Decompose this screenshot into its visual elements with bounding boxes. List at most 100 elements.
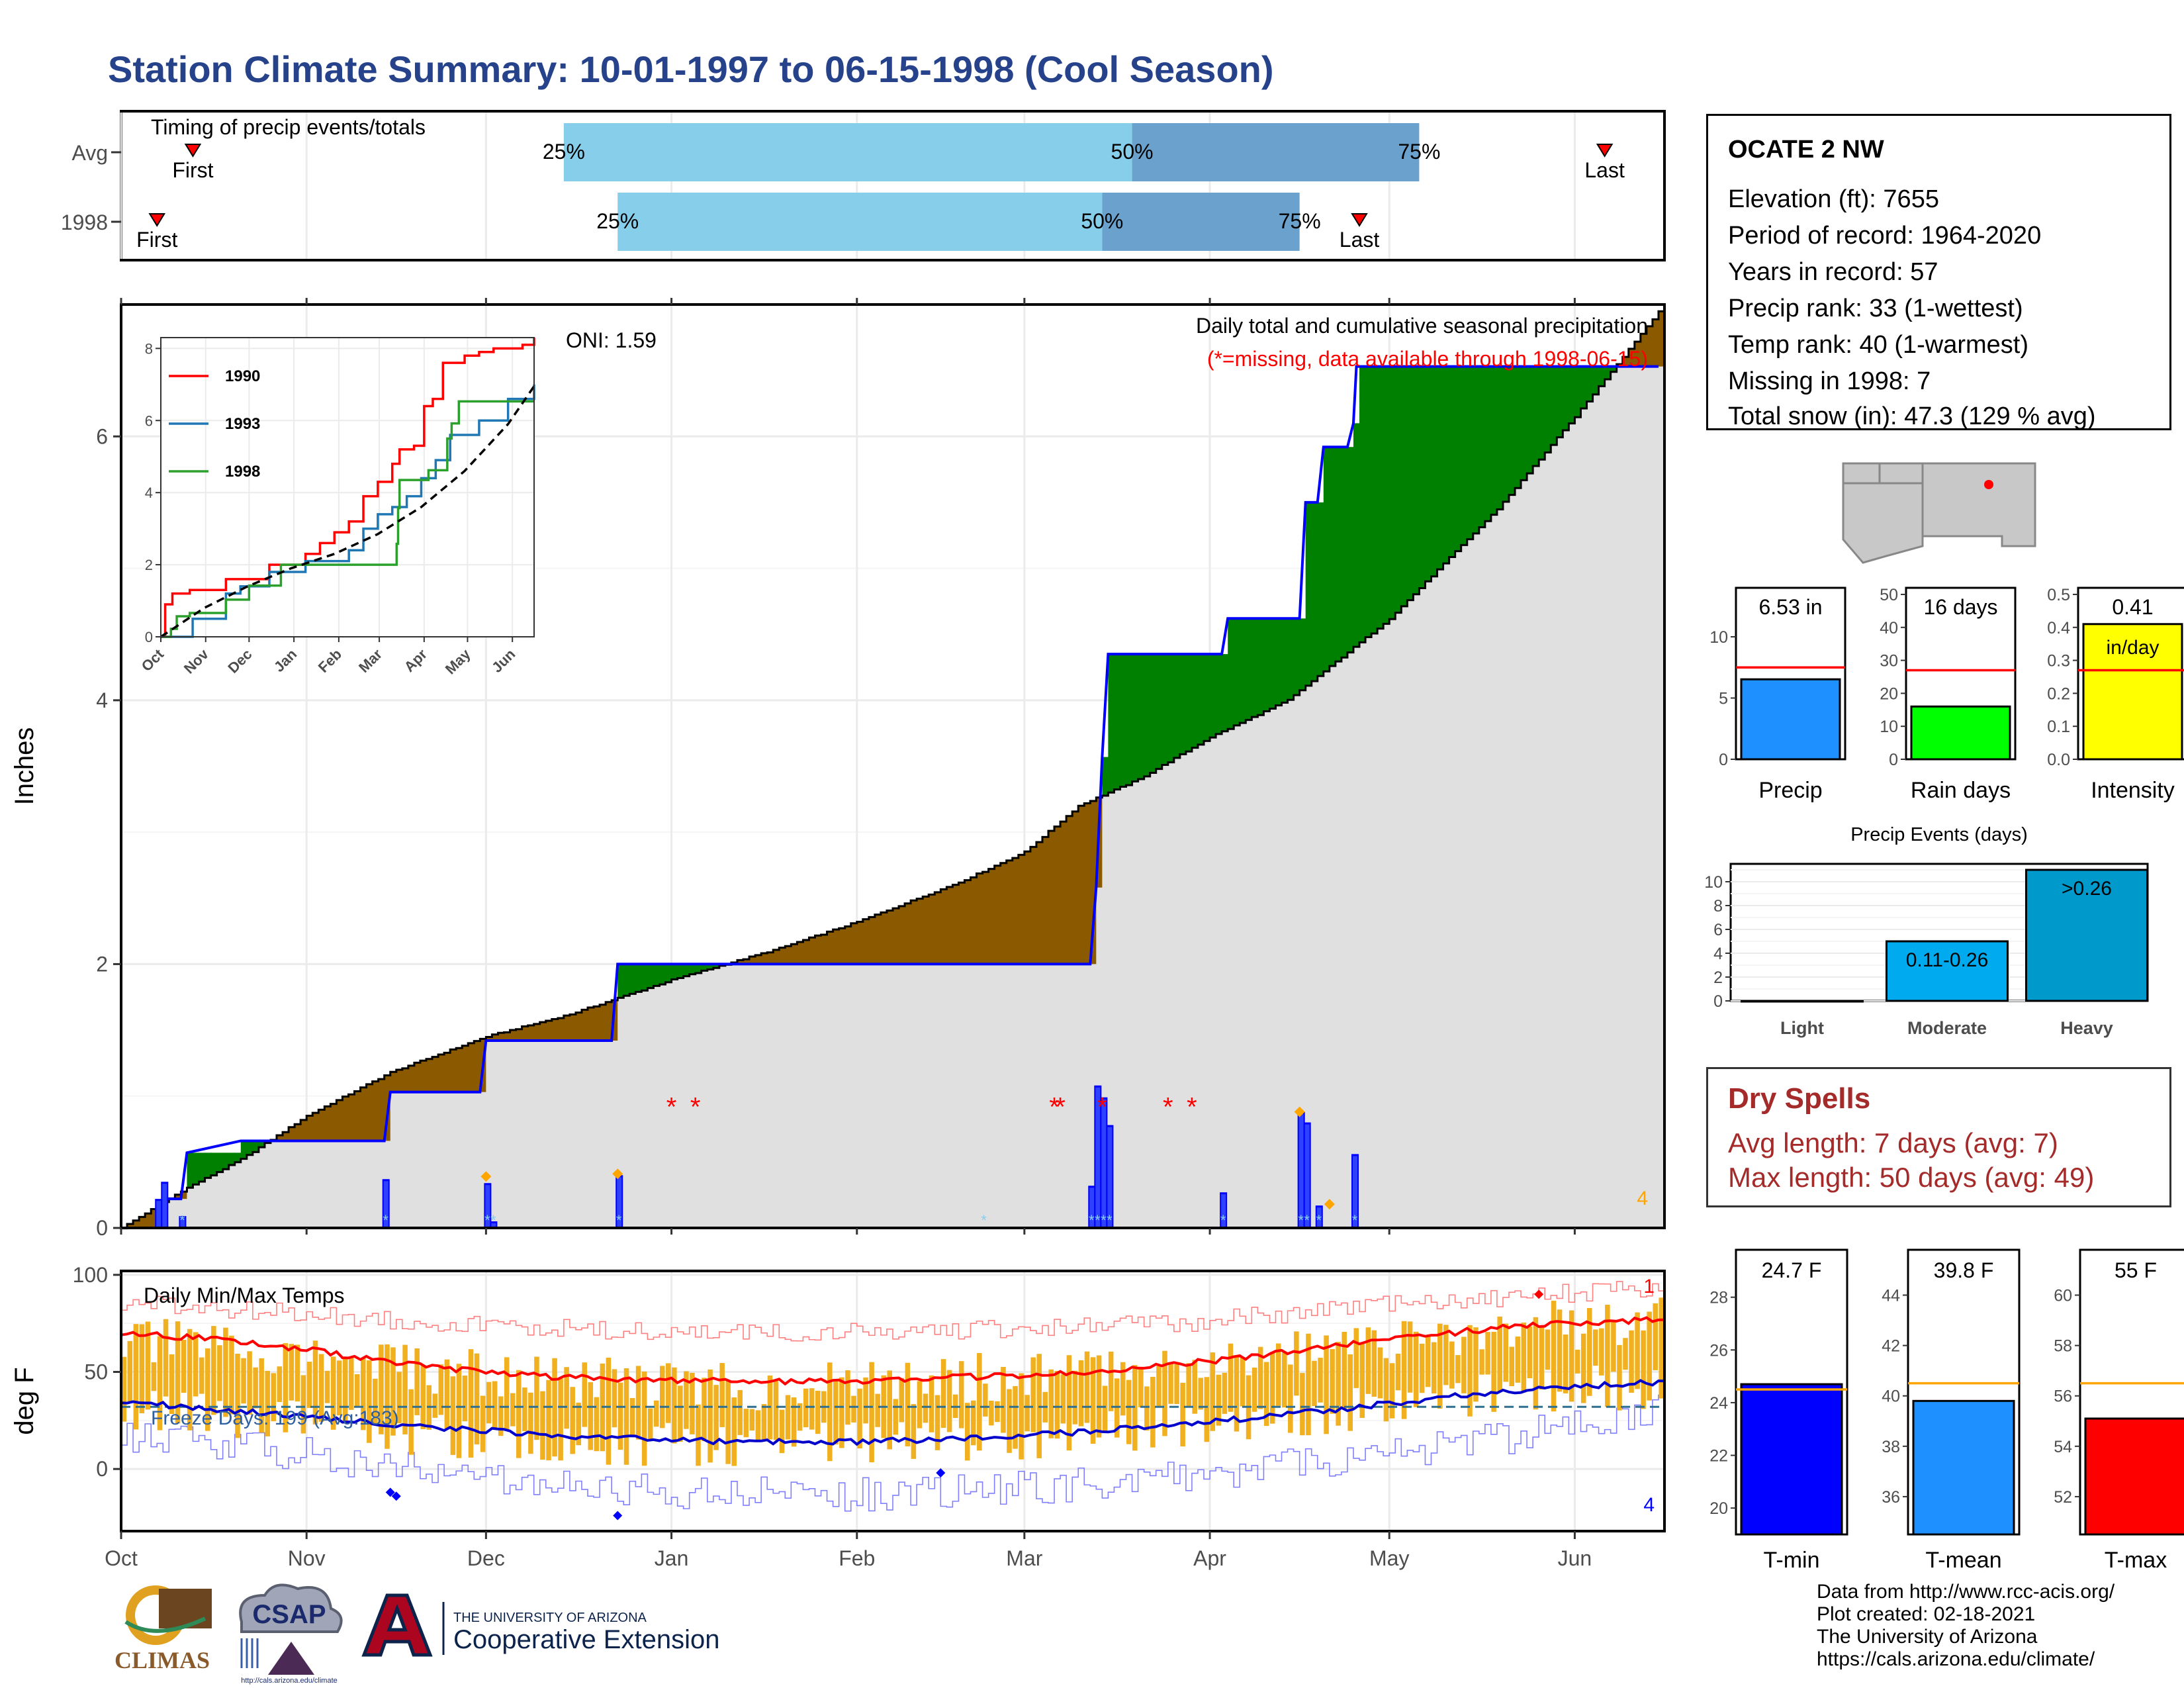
- surplus-area: [210, 1152, 218, 1176]
- inset-ytick-label: 0: [145, 629, 153, 645]
- daily-temp-bar: [1162, 1350, 1167, 1436]
- deficit-area: [390, 1072, 397, 1092]
- events-category-label: Heavy: [2060, 1018, 2113, 1038]
- summary-label: Rain days: [1911, 778, 2011, 803]
- daily-temp-bar: [1635, 1312, 1640, 1389]
- surplus-area: [1305, 502, 1312, 686]
- deficit-area: [1054, 826, 1061, 964]
- daily-temp-bar: [875, 1393, 880, 1427]
- daily-temp-bar: [815, 1391, 821, 1434]
- precip-baseline-fill: [545, 1041, 553, 1228]
- surplus-area: [689, 964, 696, 974]
- precip-baseline-fill: [821, 964, 828, 1228]
- precip-baseline-fill: [880, 964, 887, 1228]
- daily-temp-bar: [396, 1372, 402, 1423]
- snow-tick-icon: *: [1220, 1212, 1226, 1229]
- deficit-area: [779, 947, 786, 964]
- precip-ytick-label: 6: [96, 424, 108, 448]
- summary-bars: 6.53 in 0 5 10 Precip 16 days 0 10 20 30 40 50 Rain …: [1709, 586, 2184, 803]
- precip-baseline-fill: [348, 1141, 355, 1228]
- precip-baseline-fill: [964, 964, 972, 1228]
- surplus-area: [1120, 654, 1127, 787]
- daily-temp-bar: [1527, 1326, 1533, 1379]
- surplus-area: [713, 964, 720, 968]
- daily-temp-bar: [1114, 1378, 1120, 1438]
- deficit-area: [1084, 803, 1091, 964]
- deficit-area: [946, 886, 953, 964]
- daily-temp-bar: [647, 1408, 653, 1439]
- deficit-area: [767, 952, 774, 964]
- daily-temp-bar: [594, 1397, 600, 1452]
- deficit-area: [133, 1220, 140, 1228]
- daily-temp-bar: [540, 1391, 545, 1460]
- daily-temp-bar: [330, 1356, 336, 1430]
- deficit-area: [893, 908, 899, 964]
- surplus-area: [1311, 502, 1318, 681]
- timing-p25-label: 25%: [543, 140, 585, 164]
- events-bar: [1741, 1000, 1864, 1003]
- deficit-area: [880, 912, 887, 964]
- precip-baseline-fill: [1616, 366, 1623, 1228]
- summary-ytick-label: 10: [1709, 628, 1728, 647]
- temp-summary-ytick-label: 38: [1882, 1438, 1900, 1456]
- deficit-area: [139, 1217, 146, 1228]
- surplus-area: [1502, 366, 1510, 502]
- deficit-area: [749, 956, 756, 964]
- precip-baseline-fill: [1048, 964, 1055, 1228]
- precip-baseline-fill: [1622, 366, 1629, 1228]
- missing-marker: *: [666, 1093, 677, 1122]
- deficit-area: [1646, 326, 1653, 367]
- deficit-area: [803, 940, 810, 964]
- surplus-area: [252, 1141, 259, 1152]
- precip-baseline-fill: [1173, 757, 1181, 1228]
- missing-marker: *: [1055, 1093, 1066, 1122]
- daily-temp-bar: [1569, 1310, 1574, 1402]
- deficit-area: [557, 1017, 565, 1041]
- timing-first-label: First: [172, 158, 213, 182]
- precip-baseline-fill: [1090, 964, 1097, 1228]
- precip-baseline-fill: [1569, 423, 1576, 1228]
- surplus-area: [187, 1152, 194, 1188]
- precip-baseline-fill: [743, 964, 750, 1228]
- summary-value: 16 days: [1923, 595, 1997, 619]
- surplus-area: [1586, 366, 1594, 402]
- surplus-area: [659, 964, 666, 985]
- daily-temp-bar: [300, 1375, 306, 1434]
- deficit-area: [420, 1060, 427, 1092]
- daily-temp-bar: [546, 1380, 551, 1461]
- surplus-area: [647, 964, 655, 988]
- daily-temp-bar: [1001, 1366, 1006, 1433]
- surplus-area: [629, 964, 636, 994]
- precip-baseline-fill: [234, 1162, 242, 1228]
- precip-baseline-fill: [1502, 501, 1510, 1228]
- precip-baseline-fill: [175, 1199, 181, 1228]
- precip-baseline-fill: [1341, 657, 1348, 1228]
- daily-temp-bar: [1455, 1355, 1461, 1383]
- precip-baseline-fill: [761, 964, 768, 1228]
- csap-cloud-icon: [239, 1583, 343, 1633]
- deficit-area: [462, 1045, 469, 1092]
- precip-baseline-fill: [1371, 633, 1378, 1228]
- snow-tick-icon: *: [1304, 1212, 1310, 1229]
- surplus-area: [1275, 618, 1283, 706]
- inset-avg-line: [160, 385, 535, 638]
- daily-temp-bar: [211, 1326, 216, 1415]
- precip-baseline-fill: [707, 969, 714, 1228]
- surplus-area: [1293, 618, 1300, 696]
- daily-temp-bar: [1539, 1325, 1545, 1390]
- daily-temp-bar: [552, 1358, 557, 1457]
- daily-temp-bar: [1084, 1351, 1090, 1423]
- daily-temp-bar: [1168, 1363, 1173, 1404]
- temp-ytick-label: 50: [84, 1360, 108, 1384]
- daily-temp-bar: [1377, 1347, 1383, 1399]
- precip-baseline-fill: [432, 1092, 439, 1228]
- credit-data-source: Data from http://www.rcc-acis.org/: [1817, 1581, 2115, 1603]
- surplus-area: [1222, 654, 1228, 731]
- timing-row-label: 1998: [61, 211, 108, 234]
- surplus-area: [1173, 654, 1181, 758]
- surplus-area: [1329, 447, 1336, 667]
- daily-temp-bar: [629, 1397, 635, 1436]
- precip-baseline-fill: [527, 1041, 535, 1228]
- avg-cumulative-line: [121, 310, 1664, 1230]
- surplus-area: [240, 1141, 248, 1159]
